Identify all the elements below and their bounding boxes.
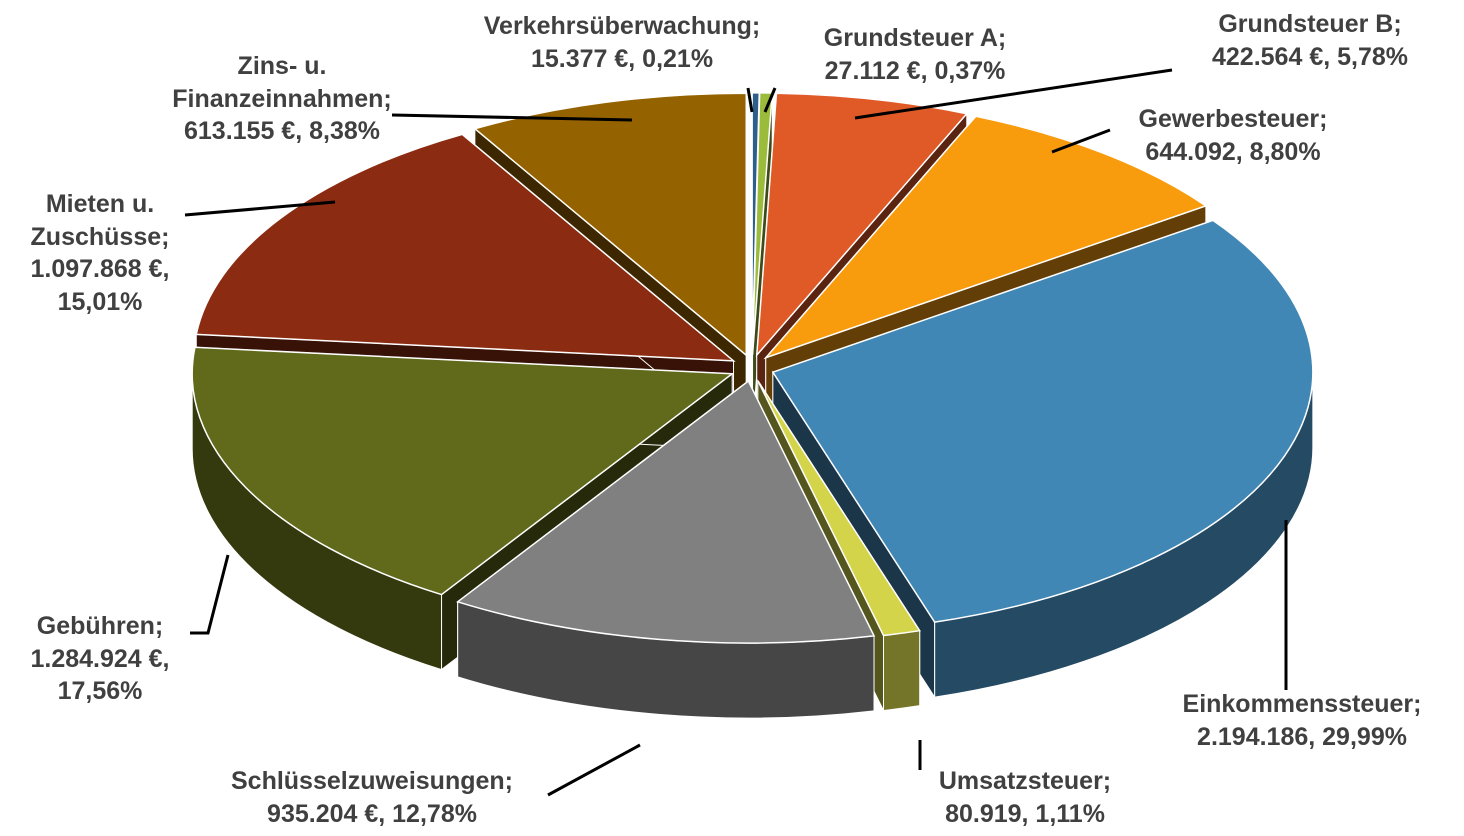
category-label: Einkommenssteuer;: [1182, 690, 1422, 718]
value-label: 613.155 €, 8,38%: [184, 117, 380, 145]
value-label: 422.564 €, 5,78%: [1212, 42, 1408, 71]
value-label: 644.092, 8,80%: [1145, 137, 1321, 166]
data-label: Gewerbesteuer; 644.092, 8,80%: [1088, 103, 1378, 168]
slice: [456, 379, 876, 719]
slice-side: [883, 630, 921, 712]
value-label: 2.194.186, 29,99%: [1197, 722, 1407, 751]
slice-top: [763, 115, 1208, 360]
data-label: Schlüsselzuweisungen; 935.204 €, 12,78%: [182, 765, 562, 830]
category-label: Schlüsselzuweisungen;: [230, 767, 513, 795]
leader-line: [746, 87, 754, 113]
data-label: Umsatzsteuer; 80.919, 1,11%: [895, 765, 1155, 830]
value-label: 27.112 €, 0,37%: [824, 56, 1006, 85]
data-label: Mieten u. Zuschüsse; 1.097.868 €, 15,01%: [0, 188, 200, 318]
category-label: Gewerbesteuer;: [1138, 105, 1328, 133]
data-label: Grundsteuer A; 27.112 €, 0,37%: [785, 22, 1045, 87]
category-label: Grundsteuer B;: [1218, 10, 1402, 38]
category-label: Zins- u. Finanzeinnahmen;: [172, 52, 392, 113]
leader-line: [190, 554, 230, 635]
leader-line: [547, 743, 641, 797]
value-label: 80.919, 1,11%: [945, 799, 1105, 828]
leader-line: [184, 200, 336, 217]
category-label: Gebühren;: [36, 612, 164, 640]
value-label: 15.377 €, 0,21%: [530, 44, 714, 73]
data-label: Gebühren; 1.284.924 €, 17,56%: [0, 610, 200, 708]
data-label: Zins- u. Finanzeinnahmen; 613.155 €, 8,38…: [137, 50, 427, 148]
leader-line: [391, 113, 633, 122]
leader-line: [1051, 128, 1111, 154]
value-label: 935.204 €, 12,78%: [267, 799, 477, 828]
value-label: 1.284.924 €, 17,56%: [30, 644, 170, 706]
data-label: Verkehrsüberwachung; 15.377 €, 0,21%: [422, 10, 822, 75]
category-label: Umsatzsteuer;: [938, 767, 1112, 795]
value-label: 1.097.868 €, 15,01%: [30, 255, 170, 316]
slice-top: [456, 379, 876, 644]
slice-top: [771, 219, 1314, 623]
category-label: Grundsteuer A;: [823, 24, 1007, 52]
slice-top: [757, 380, 921, 637]
data-label: Einkommenssteuer; 2.194.186, 29,99%: [1137, 688, 1464, 753]
slice-top: [191, 346, 735, 596]
leader-line: [763, 87, 777, 113]
data-label: Grundsteuer B; 422.564 €, 5,78%: [1165, 8, 1455, 73]
slice-top: [755, 92, 969, 358]
slice-top: [195, 133, 736, 362]
category-label: Mieten u. Zuschüsse;: [30, 190, 170, 251]
category-label: Verkehrsüberwachung;: [483, 12, 761, 40]
leader-line: [854, 68, 1173, 120]
slice-top: [473, 92, 748, 357]
